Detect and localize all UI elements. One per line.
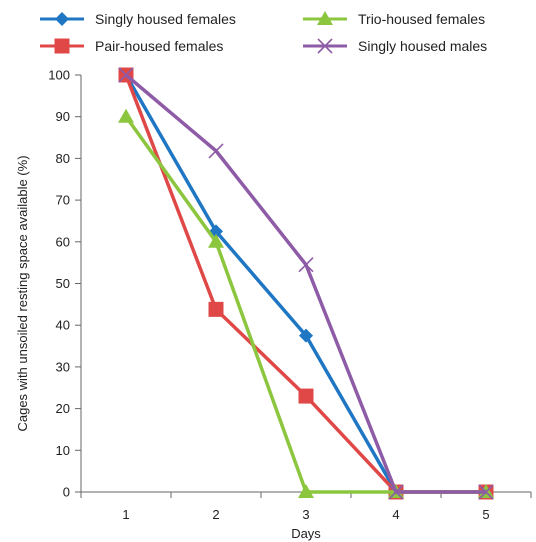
data-point-singly-housed-males-stroke-b [478, 484, 494, 500]
y-tick-label: 90 [56, 109, 70, 124]
x-tick-label: 4 [392, 507, 399, 522]
legend-label: Singly housed females [95, 11, 236, 27]
axes: 0 10 20 30 40 50 60 70 80 90 100 1 2 3 4 5 [48, 68, 532, 522]
legend-label: Singly housed males [358, 38, 487, 54]
y-tick-label: 20 [56, 401, 70, 416]
data-point-singly-housed-males-stroke-b [118, 67, 134, 83]
legend-label: Trio-housed females [358, 11, 485, 27]
legend-marker-stroke-b [317, 38, 333, 54]
legend-item-trio-housed-females: Trio-housed females [303, 11, 485, 27]
legend-label: Pair-housed females [95, 38, 223, 54]
data-point-singly-housed-males [118, 67, 134, 83]
x-tick-label: 2 [212, 507, 219, 522]
y-tick-label: 100 [48, 68, 70, 83]
y-tick-label: 80 [56, 151, 70, 166]
y-tick-label: 70 [56, 193, 70, 208]
legend-marker [317, 11, 333, 25]
y-tick-label: 50 [56, 276, 70, 291]
data-point-trio-housed-females [298, 484, 314, 498]
legend: Singly housed females Trio-housed females… [40, 11, 487, 54]
data-point-trio-housed-females [208, 233, 224, 248]
legend-item-singly-housed-females: Singly housed females [40, 11, 236, 27]
data-point-singly-housed-males-stroke-b [208, 143, 224, 159]
series-line-singly-housed-males [124, 73, 486, 494]
legend-item-singly-housed-males: Singly housed males [303, 38, 487, 54]
data-point-trio-housed-females [118, 108, 134, 123]
legend-marker [317, 38, 333, 54]
data-point-singly-housed-males [298, 257, 314, 273]
x-tick-label: 5 [482, 507, 489, 522]
data-point-singly-housed-males [478, 484, 494, 500]
data-point-pair-housed-females [208, 301, 224, 317]
y-tick-label: 60 [56, 234, 70, 249]
series-line-trio-housed-females [124, 115, 486, 494]
data-point-singly-housed-males-stroke-b [388, 484, 404, 500]
y-tick-label: 40 [56, 318, 70, 333]
y-tick-label: 0 [63, 485, 70, 500]
x-tick-label: 1 [122, 507, 129, 522]
data-point-singly-housed-males [208, 143, 224, 159]
y-tick-label: 30 [56, 359, 70, 374]
y-tick-label: 10 [56, 443, 70, 458]
legend-marker [55, 12, 69, 26]
data-point-pair-housed-females [298, 388, 314, 404]
series-line-singly-housed-females [124, 74, 486, 494]
data-point-singly-housed-males-stroke-b [298, 257, 314, 273]
y-axis-title: Cages with unsoiled resting space availa… [15, 155, 30, 431]
data-point-singly-housed-females [299, 328, 313, 343]
series-group [118, 67, 494, 500]
x-tick-label: 3 [302, 507, 309, 522]
data-point-singly-housed-males [388, 484, 404, 500]
series-line-pair-housed-females [124, 74, 486, 494]
legend-item-pair-housed-females: Pair-housed females [40, 38, 223, 54]
x-axis-title: Days [291, 526, 321, 541]
legend-marker [54, 38, 70, 54]
